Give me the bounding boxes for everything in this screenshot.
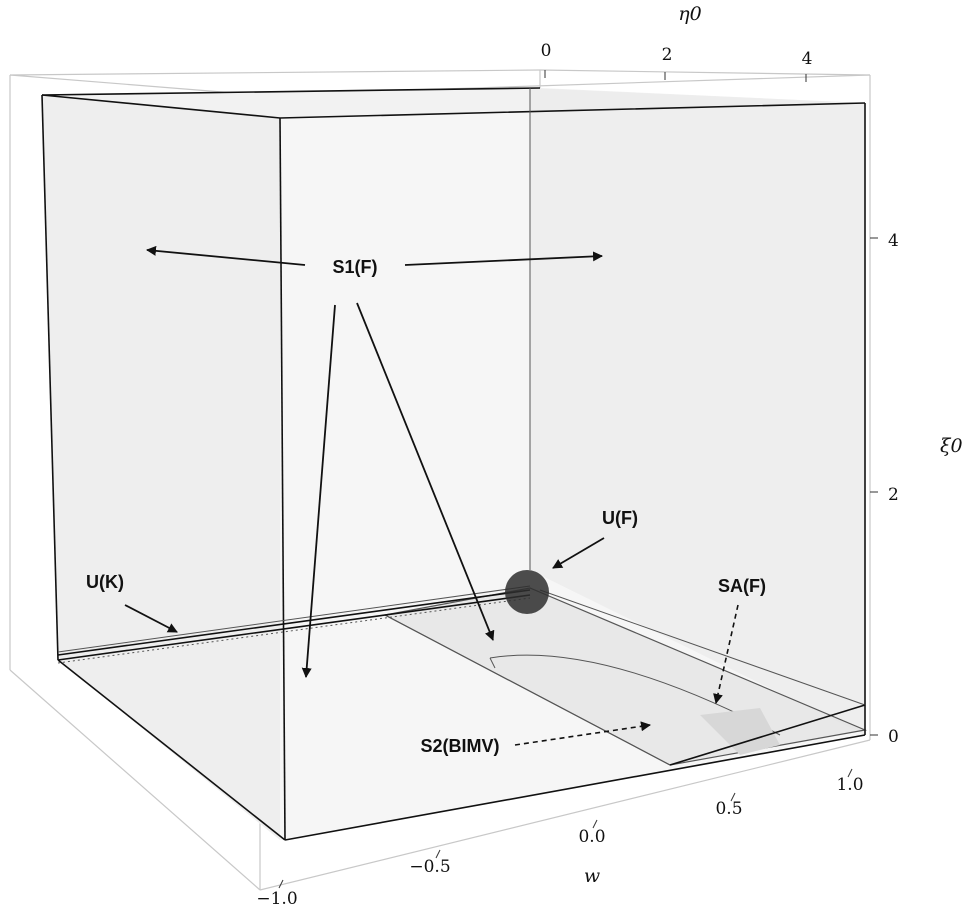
xi0-axis: 4 2 0 ξ0 [870, 231, 963, 747]
label-saf: SA(F) [718, 576, 766, 596]
label-s2bimv: S2(BIMV) [420, 736, 499, 756]
label-uk: U(K) [86, 572, 124, 592]
uf-point-marker [505, 570, 549, 614]
xi0-tick-2: 2 [888, 485, 899, 505]
floor-structures [57, 585, 868, 766]
w-tick-neg1: −1.0 [256, 889, 297, 909]
eta0-axis-label: η0 [678, 3, 701, 25]
xi0-tick-4: 4 [888, 231, 899, 251]
label-uf: U(F) [602, 508, 638, 528]
region-labels: S1(F) U(K) U(F) SA(F) S2(BIMV) [86, 257, 766, 756]
label-s1f: S1(F) [333, 257, 378, 277]
xi0-tick-0: 0 [888, 727, 899, 747]
eta0-tick-2: 2 [662, 45, 673, 65]
eta0-tick-0: 0 [541, 41, 552, 61]
eta0-axis: 0 2 4 η0 [541, 3, 813, 82]
w-axis: −1.0 −0.5 0.0 0.5 1.0 w [256, 768, 864, 909]
w-axis-label: w [584, 865, 600, 887]
w-tick-05: 0.5 [715, 799, 742, 819]
w-tick-1: 1.0 [836, 775, 863, 795]
annotation-arrows [124, 245, 739, 746]
w-tick-0: 0.0 [578, 827, 605, 847]
xi0-axis-label: ξ0 [940, 435, 963, 457]
eta0-tick-4: 4 [802, 49, 813, 69]
w-tick-neg05: −0.5 [409, 857, 450, 877]
